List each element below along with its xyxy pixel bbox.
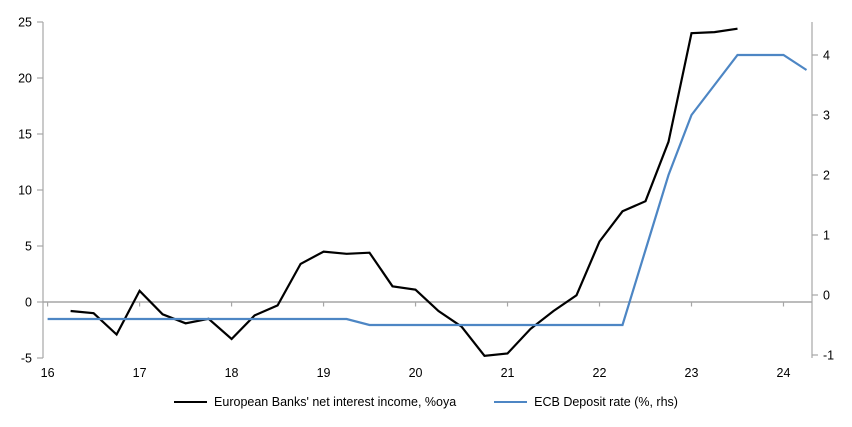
x-axis-tick-label: 24 (777, 366, 791, 380)
left-axis-tick-label: 5 (25, 240, 32, 254)
legend-label-ecb-deposit-rate: ECB Deposit rate (%, rhs) (534, 395, 678, 409)
left-axis-tick-label: 10 (18, 184, 32, 198)
right-axis-tick-label: 2 (823, 169, 830, 183)
blue-line-sample-icon (494, 401, 528, 403)
legend-label-net-interest-income: European Banks' net interest income, %oy… (214, 395, 457, 409)
legend-item-net-interest-income: European Banks' net interest income, %oy… (174, 395, 456, 409)
x-axis-tick-label: 19 (317, 366, 331, 380)
x-axis-tick-label: 20 (409, 366, 423, 380)
left-axis-tick-label: -5 (21, 352, 32, 366)
x-axis-tick-label: 23 (685, 366, 699, 380)
legend: European Banks' net interest income, %oy… (0, 395, 852, 409)
right-axis-tick-label: 4 (823, 49, 830, 63)
x-axis-tick-label: 16 (41, 366, 55, 380)
left-axis-tick-label: 0 (25, 296, 32, 310)
right-axis-tick-label: 3 (823, 109, 830, 123)
right-axis-tick-label: -1 (823, 349, 834, 363)
left-axis-tick-label: 15 (18, 128, 32, 142)
x-axis-tick-label: 21 (501, 366, 515, 380)
series-line-ecb-deposit-rate (47, 53, 808, 327)
series-line-net-interest-income (70, 27, 738, 357)
black-line-sample-icon (174, 401, 208, 403)
legend-item-ecb-deposit-rate: ECB Deposit rate (%, rhs) (494, 395, 678, 409)
x-axis-tick-label: 17 (133, 366, 147, 380)
left-axis-tick-label: 20 (18, 72, 32, 86)
right-axis-tick-label: 0 (823, 289, 830, 303)
left-axis-tick-label: 25 (18, 16, 32, 30)
x-axis-tick-label: 18 (225, 366, 239, 380)
right-axis-tick-label: 1 (823, 229, 830, 243)
x-axis-tick-label: 22 (593, 366, 607, 380)
